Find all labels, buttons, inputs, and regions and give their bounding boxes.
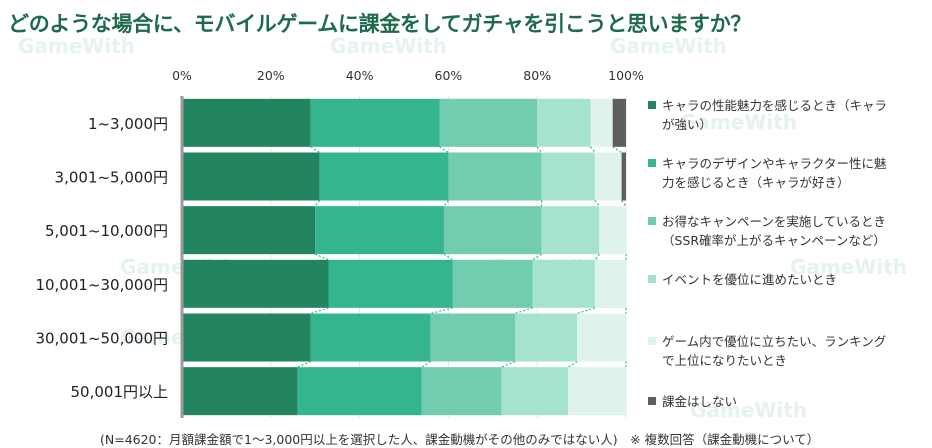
bar-segment: [448, 152, 542, 201]
legend-swatch: [648, 337, 656, 345]
legend-label-line2: が強い）: [662, 117, 713, 132]
connector-line: [612, 146, 622, 154]
bar-segment: [182, 206, 316, 255]
bar-segment: [315, 206, 444, 255]
legend-item: イベントを優位に進めたいとき: [648, 270, 932, 289]
bar-segment: [182, 152, 320, 201]
connector-line: [621, 200, 627, 207]
chart-title: どのような場合に、モバイルゲームに課金をしてガチャを引こうと思いますか？: [8, 12, 752, 36]
legend-label-line2: 力を感じるとき（キャラが好き）: [662, 175, 850, 190]
bar-segment: [430, 313, 515, 362]
legend-item: お得なキャンペーンを実施しているとき （SSR確率が上がるキャンペーンなど）: [648, 212, 932, 250]
bar-segment: [182, 313, 311, 362]
legend-label-line2: で上位になりたいとき: [662, 353, 788, 368]
x-tick-label: 60%: [435, 68, 463, 83]
connector-line: [501, 360, 516, 368]
legend-item: ゲーム内で優位に立ちたい、ランキング で上位になりたいとき: [648, 332, 932, 370]
connector-line: [594, 200, 600, 207]
bar-segment: [568, 367, 626, 416]
connector-line: [567, 360, 578, 368]
connector-line: [590, 146, 596, 153]
connector-line: [314, 253, 329, 261]
bar-segment: [443, 206, 542, 255]
bar-segment: [319, 152, 449, 201]
connector-line: [439, 146, 449, 154]
x-tick-label: 0%: [172, 68, 192, 83]
legend-swatch: [648, 397, 656, 405]
connector-line: [314, 200, 321, 207]
bar-segment: [297, 367, 422, 416]
bar-segment: [515, 313, 578, 362]
bar-segment: [590, 98, 613, 147]
category-label: 1~3,000円: [88, 115, 168, 133]
legend-label-line1: ゲーム内で優位に立ちたい、ランキング: [662, 334, 887, 349]
connector-line: [421, 360, 431, 368]
bar-segment: [541, 152, 595, 201]
bar-segment: [310, 98, 440, 147]
bar-segment: [577, 313, 626, 362]
x-tick-label: 80%: [523, 68, 551, 83]
legend-swatch: [648, 275, 656, 283]
legend-label-line1: 課金はしない: [662, 394, 738, 409]
connector-line: [532, 253, 542, 261]
legend-item: キャラの性能魅力を感じるとき（キャラ が強い）: [648, 96, 932, 134]
bar-segment: [594, 152, 622, 201]
legend-label-line1: キャラの性能魅力を感じるとき（キャラ: [662, 98, 888, 113]
bar-segment: [182, 259, 329, 308]
x-tick-label: 100%: [608, 68, 644, 83]
connector-line: [576, 307, 596, 315]
bar-segment: [310, 313, 431, 362]
legend-swatch: [648, 217, 656, 225]
category-label: 5,001~10,000円: [45, 222, 168, 240]
connector-line: [310, 307, 329, 315]
bar-segment: [537, 98, 591, 147]
bar-segment: [328, 259, 453, 308]
bar-segment: [612, 98, 626, 147]
connector-line: [430, 307, 453, 315]
legend-item: 課金はしない: [648, 392, 932, 411]
connector-line: [514, 307, 533, 315]
bar-segment: [532, 259, 595, 308]
bar-segment: [594, 259, 626, 308]
legend-swatch: [648, 101, 656, 109]
legend-label-line1: キャラのデザインやキャラクター性に魅: [662, 156, 887, 171]
connector-line: [443, 253, 454, 261]
connector-line: [536, 146, 543, 153]
legend-label-line2: （SSR確率が上がるキャンペーンなど）: [662, 233, 886, 248]
bar-segment: [541, 206, 600, 255]
connector-line: [594, 253, 600, 261]
category-label: 3,001~5,000円: [55, 169, 168, 187]
bar-segment: [501, 367, 569, 416]
x-tick-label: 20%: [257, 68, 285, 83]
connector-line: [297, 360, 311, 368]
bar-segment: [182, 98, 311, 147]
footnote: (N=4620：月額課金額で1～3,000円以上を選択した人、課金動機がその他の…: [100, 432, 820, 447]
bar-segment: [599, 206, 626, 255]
connector-line: [443, 200, 449, 207]
bar-segment: [182, 367, 298, 416]
x-tick-label: 40%: [346, 68, 374, 83]
bar-segment: [452, 259, 533, 308]
connector-line: [310, 146, 320, 154]
legend-item: キャラのデザインやキャラクター性に魅 力を感じるとき（キャラが好き）: [648, 154, 932, 192]
bar-segment: [621, 152, 626, 201]
bar-segment: [439, 98, 538, 147]
legend-label-line1: イベントを優位に進めたいとき: [662, 272, 838, 287]
legend-label-line1: お得なキャンペーンを実施しているとき: [662, 214, 887, 229]
category-label: 50,001円以上: [71, 383, 169, 401]
category-label: 30,001~50,000円: [35, 330, 168, 348]
category-label: 10,001~30,000円: [35, 276, 168, 294]
legend-swatch: [648, 159, 656, 167]
bar-segment: [421, 367, 502, 416]
